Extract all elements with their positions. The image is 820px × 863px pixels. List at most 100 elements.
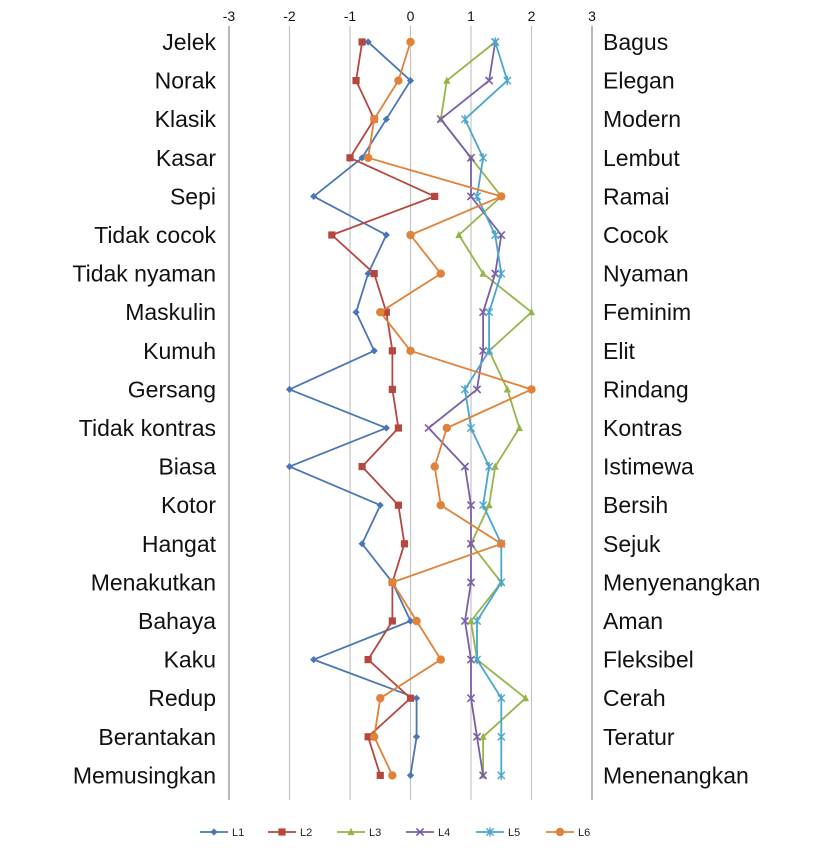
point-L1-6 <box>364 270 372 278</box>
series-L5 <box>460 37 512 780</box>
point-L3-17 <box>521 694 530 702</box>
point-L2-12 <box>394 501 402 509</box>
right-label-6: Nyaman <box>603 261 689 287</box>
point-L1-9 <box>285 385 294 393</box>
point-L5-12 <box>479 500 488 510</box>
point-L6-5 <box>406 230 415 240</box>
legend-label-L6: L6 <box>578 827 590 839</box>
gridlines <box>228 26 593 800</box>
right-label-9: Rindang <box>603 376 689 402</box>
left-label-11: Biasa <box>158 454 216 480</box>
right-label-18: Teratur <box>603 724 675 750</box>
left-label-10: Tidak kontras <box>79 415 216 441</box>
legend-swatch-marker-L1 <box>210 828 218 836</box>
left-label-14: Menakutkan <box>91 569 216 595</box>
point-L1-8 <box>370 347 378 355</box>
left-label-5: Tidak cocok <box>94 222 216 248</box>
point-L5-19 <box>497 770 506 780</box>
series-line-L2 <box>330 41 436 776</box>
left-adjective-labels: Jelek Norak Klasik Kasar Sepi Tidak cocok Tida… <box>72 29 216 788</box>
point-L6-12 <box>436 501 445 510</box>
right-label-17: Cerah <box>603 685 666 711</box>
right-label-16: Fleksibel <box>603 647 694 673</box>
point-L3-18 <box>479 732 487 740</box>
legend-swatch-marker-L6 <box>555 827 565 837</box>
left-label-16: Kaku <box>164 647 216 673</box>
right-label-14: Menyenangkan <box>603 569 760 595</box>
point-L1-11 <box>285 463 294 471</box>
point-L5-16 <box>472 655 482 665</box>
point-L5-5 <box>491 230 500 240</box>
point-L5-15 <box>472 616 482 626</box>
point-L5-11 <box>485 462 494 472</box>
point-L4-6 <box>491 269 500 278</box>
legend-swatch-marker-L3 <box>347 827 355 836</box>
left-label-15: Bahaya <box>138 608 216 634</box>
point-L3-11 <box>491 462 499 470</box>
point-L6-8 <box>406 346 415 355</box>
point-L6-4 <box>497 192 506 201</box>
point-L1-16 <box>310 656 318 664</box>
left-label-12: Kotor <box>161 492 216 518</box>
right-label-0: Bagus <box>603 29 668 55</box>
point-L1-19 <box>406 771 415 779</box>
point-L4-7 <box>478 308 488 317</box>
series-L2 <box>328 38 439 779</box>
point-L2-4 <box>431 192 439 200</box>
left-label-4: Sepi <box>170 183 216 209</box>
point-L2-5 <box>328 231 336 239</box>
right-label-2: Modern <box>603 106 681 132</box>
series-line-L1 <box>288 41 418 776</box>
point-L6-0 <box>406 37 415 47</box>
right-label-4: Ramai <box>603 183 669 209</box>
point-L6-6 <box>436 269 445 278</box>
point-L6-2 <box>370 115 379 124</box>
series-line-L3 <box>439 41 533 776</box>
legend-label-L4: L4 <box>438 827 450 839</box>
legend-label-L3: L3 <box>369 827 381 839</box>
point-L4-5 <box>497 230 506 240</box>
point-L1-5 <box>382 231 390 239</box>
point-L6-16 <box>436 655 445 664</box>
point-L5-3 <box>479 153 488 163</box>
point-L4-1 <box>484 76 494 85</box>
point-L3-9 <box>503 385 511 393</box>
point-L1-4 <box>310 192 318 200</box>
point-L2-11 <box>358 463 366 471</box>
right-adjective-labels: Bagus Elegan Modern Lembut Ramai Cocok Nyaman F… <box>603 29 760 788</box>
right-label-15: Aman <box>603 608 663 634</box>
point-L6-15 <box>412 616 421 626</box>
right-label-1: Elegan <box>603 68 675 94</box>
point-L5-9 <box>460 384 470 394</box>
point-L3-12 <box>485 501 493 509</box>
point-L3-1 <box>443 76 451 84</box>
x-tick-labels: -3 -2 -1 0 1 2 3 <box>223 8 596 24</box>
left-label-17: Redup <box>148 685 216 711</box>
point-L6-11 <box>430 462 439 471</box>
point-L1-15 <box>406 617 415 625</box>
point-L2-3 <box>346 154 354 162</box>
legend-label-L1: L1 <box>232 827 244 839</box>
series-line-L6 <box>367 41 533 776</box>
left-label-7: Maskulin <box>125 299 216 325</box>
point-L6-19 <box>388 771 397 780</box>
point-L4-10 <box>424 423 433 433</box>
point-L2-8 <box>388 347 396 355</box>
point-L2-16 <box>364 656 372 664</box>
right-label-11: Istimewa <box>603 454 694 480</box>
point-L6-10 <box>442 423 451 433</box>
point-L5-17 <box>497 693 506 703</box>
legend-item-L4: L4 <box>406 827 450 839</box>
point-L4-18 <box>472 732 482 741</box>
point-L1-2 <box>382 115 390 123</box>
legend-swatch-marker-L4 <box>415 827 425 837</box>
legend-swatch-marker-L2 <box>278 828 286 836</box>
left-label-1: Norak <box>155 68 217 94</box>
left-label-0: Jelek <box>162 29 216 55</box>
point-L4-13 <box>466 539 476 548</box>
left-label-8: Kumuh <box>143 338 216 364</box>
left-label-9: Gersang <box>128 376 216 402</box>
point-L1-17 <box>412 694 421 702</box>
point-L2-18 <box>364 733 372 741</box>
x-tick-label-0: -3 <box>223 8 236 24</box>
